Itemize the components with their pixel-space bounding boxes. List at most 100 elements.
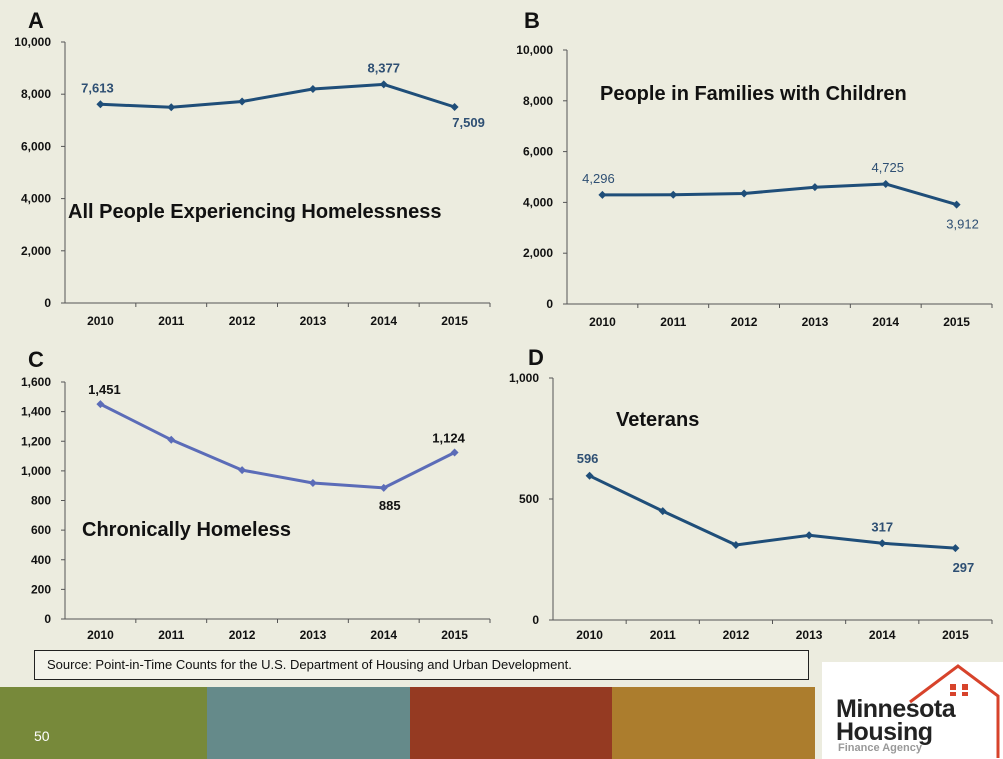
panel-letter-a: A	[28, 8, 44, 33]
x-tick-label-c: 2013	[300, 628, 327, 642]
data-label-d-2015: 297	[953, 560, 975, 575]
x-tick-label-a: 2014	[370, 314, 397, 328]
x-tick-label-b: 2014	[872, 315, 899, 329]
x-tick-label-d: 2012	[723, 628, 750, 642]
data-point-c-2010	[96, 400, 105, 409]
chart-title-d: Veterans	[616, 409, 699, 431]
y-tick-label-b: 0	[546, 297, 553, 311]
chart-title-b: People in Families with Children	[600, 83, 907, 105]
data-label-b-2014: 4,725	[871, 160, 904, 175]
y-tick-label-a: 10,000	[14, 35, 51, 49]
data-point-d-2011	[658, 507, 667, 516]
data-label-d-2010: 596	[577, 451, 599, 466]
data-point-d-2010	[585, 471, 594, 480]
y-tick-label-d: 500	[519, 492, 539, 506]
chart-title-a: All People Experiencing Homelessness	[68, 201, 441, 223]
y-tick-label-c: 800	[31, 494, 51, 508]
y-tick-label-b: 6,000	[523, 145, 553, 159]
y-tick-label-d: 0	[532, 613, 539, 627]
data-label-c-2010: 1,451	[88, 382, 121, 397]
y-tick-label-c: 1,600	[21, 375, 51, 389]
data-label-d-2014: 317	[871, 519, 893, 534]
data-point-b-2010	[598, 190, 607, 199]
x-tick-label-d: 2015	[942, 628, 969, 642]
data-point-b-2012	[740, 189, 749, 198]
x-tick-label-c: 2011	[158, 628, 184, 642]
y-tick-label-c: 200	[31, 582, 51, 596]
panel-letter-b: B	[524, 8, 540, 33]
chart-panel-d: 0 500 1,000 2010 2011 2012 2013 2014 2015 596 317 2…	[509, 345, 993, 642]
y-tick-label-c: 1,200	[21, 434, 51, 448]
y-tick-label-c: 0	[44, 612, 51, 626]
data-label-c-2015: 1,124	[432, 431, 465, 446]
source-note: Source: Point-in-Time Counts for the U.S…	[34, 650, 809, 680]
x-tick-label-c: 2010	[87, 628, 114, 642]
data-label-c-2014: 885	[379, 498, 401, 513]
data-label-a-2010: 7,613	[81, 80, 114, 95]
page-number: 50	[34, 728, 50, 744]
y-tick-label-b: 4,000	[523, 195, 553, 209]
y-tick-label-d: 1,000	[509, 371, 539, 385]
data-point-d-2014	[878, 539, 887, 548]
footer-band-teal	[207, 687, 410, 759]
x-tick-label-d: 2011	[650, 628, 676, 642]
x-tick-label-c: 2014	[370, 628, 397, 642]
minnesota-housing-logo: Minnesota Housing Finance Agency	[822, 662, 1003, 759]
chart-panel-c: 0 200 400 600 800 1,000 1,200 1,400 1,600 2010 201…	[21, 347, 491, 642]
data-point-b-2014	[881, 179, 890, 188]
y-tick-label-b: 10,000	[516, 43, 553, 57]
y-tick-label-a: 4,000	[21, 192, 51, 206]
data-point-b-2013	[810, 183, 819, 192]
panel-letter-d: D	[528, 345, 544, 370]
chart-title-c: Chronically Homeless	[82, 519, 291, 541]
data-point-d-2013	[805, 531, 814, 540]
y-tick-label-c: 400	[31, 553, 51, 567]
data-point-c-2012	[238, 466, 247, 475]
data-label-b-2010: 4,296	[582, 171, 615, 186]
x-tick-label-c: 2012	[229, 628, 256, 642]
data-point-c-2013	[308, 479, 317, 488]
data-point-a-2014	[379, 80, 388, 89]
y-tick-label-b: 2,000	[523, 246, 553, 260]
x-tick-label-d: 2013	[796, 628, 823, 642]
logo-line-2: Housing	[836, 718, 933, 746]
data-point-a-2015	[450, 103, 459, 112]
x-tick-label-a: 2013	[300, 314, 327, 328]
data-label-b-2015: 3,912	[946, 217, 979, 232]
y-tick-label-a: 8,000	[21, 87, 51, 101]
x-tick-label-a: 2011	[158, 314, 184, 328]
chart-panel-b: 0 2,000 4,000 6,000 8,000 10,000 2010 2011 2012 2…	[516, 8, 993, 329]
x-tick-label-a: 2015	[441, 314, 468, 328]
house-roof-icon	[909, 664, 1000, 758]
y-tick-label-a: 6,000	[21, 139, 51, 153]
data-label-a-2015: 7,509	[452, 115, 485, 130]
series-line-c	[99, 402, 456, 490]
chart-panel-a: 0 2,000 4,000 6,000 8,000 10,000 2010 2011 2012 2…	[14, 8, 491, 328]
y-tick-label-b: 8,000	[523, 94, 553, 108]
x-tick-label-b: 2011	[660, 315, 686, 329]
y-tick-label-a: 0	[44, 296, 51, 310]
panel-letter-c: C	[28, 347, 44, 372]
x-tick-label-b: 2010	[589, 315, 616, 329]
series-line-a	[100, 82, 456, 109]
x-tick-label-c: 2015	[441, 628, 468, 642]
series-line-d	[588, 474, 956, 550]
data-point-d-2015	[951, 544, 960, 553]
data-point-d-2012	[731, 540, 740, 549]
data-point-a-2010	[96, 100, 105, 109]
y-tick-label-c: 1,400	[21, 405, 51, 419]
footer-band-red	[410, 687, 612, 759]
data-point-c-2014	[379, 483, 388, 492]
data-point-b-2011	[669, 190, 678, 199]
data-point-b-2015	[952, 200, 961, 209]
data-point-a-2012	[238, 97, 247, 106]
data-point-c-2011	[167, 435, 176, 444]
x-tick-label-b: 2015	[943, 315, 970, 329]
x-tick-label-d: 2014	[869, 628, 896, 642]
data-point-a-2011	[167, 103, 176, 112]
footer-band-green	[0, 687, 207, 759]
y-tick-label-c: 1,000	[21, 464, 51, 478]
series-line-b	[602, 182, 958, 207]
x-tick-label-d: 2010	[576, 628, 603, 642]
